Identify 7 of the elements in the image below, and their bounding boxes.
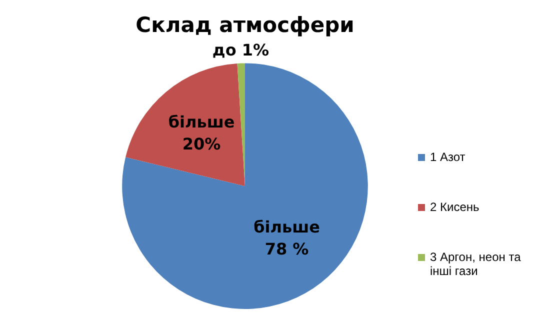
data-label: до 1%: [212, 40, 270, 60]
chart-title: Склад атмосфери: [136, 13, 354, 38]
legend-label: 1 Азот: [430, 150, 466, 164]
legend-label: 3 Аргон, неон та інші гази: [430, 250, 522, 278]
legend-label: 2 Кисень: [430, 200, 480, 214]
data-label: більше 78 %: [254, 217, 320, 258]
data-label: більше 20%: [168, 112, 235, 154]
